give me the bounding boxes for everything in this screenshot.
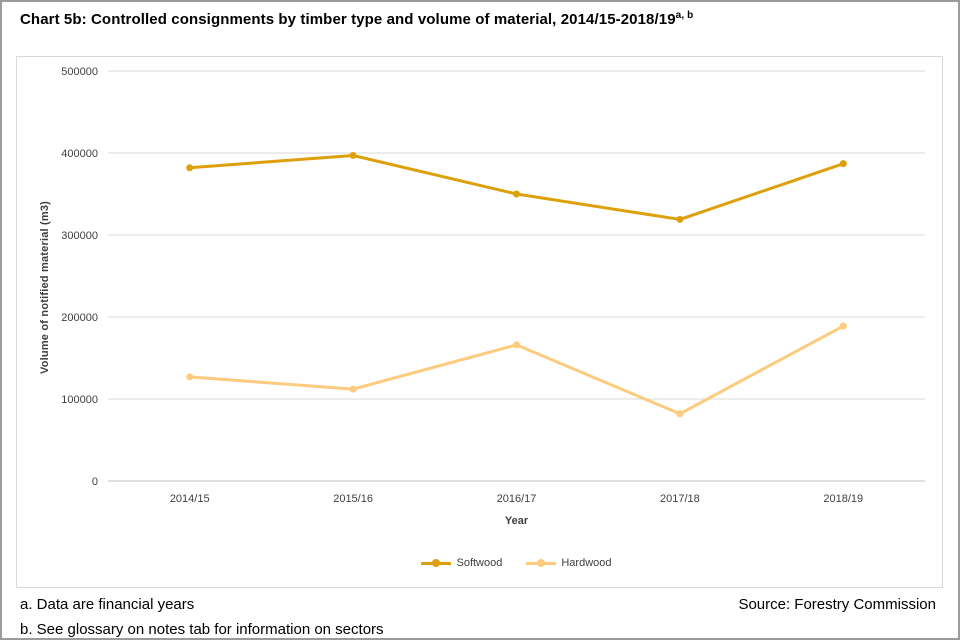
page-title: Chart 5b: Controlled consignments by tim… bbox=[20, 10, 693, 28]
footnote-a: a. Data are financial years bbox=[20, 596, 195, 613]
data-point-softwood bbox=[513, 190, 520, 198]
chart-panel: 0 100000 200000 300000 400000 500000 2014/15 20… bbox=[16, 56, 943, 588]
footnote-b: b. See glossary on notes tab for informa… bbox=[20, 621, 384, 638]
x-tick-label: 2016/17 bbox=[497, 493, 537, 505]
data-point-softwood bbox=[839, 160, 847, 168]
legend-label: Softwood bbox=[456, 557, 503, 569]
data-point-hardwood bbox=[349, 385, 357, 393]
legend-marker-softwood bbox=[421, 558, 452, 568]
y-tick-label: 200000 bbox=[61, 312, 98, 324]
page-title-text: Chart 5b: Controlled consignments by tim… bbox=[20, 11, 676, 28]
data-point-softwood bbox=[676, 215, 684, 223]
y-tick-label: 400000 bbox=[61, 148, 98, 160]
data-point-softwood bbox=[186, 164, 194, 172]
data-point-hardwood bbox=[676, 410, 684, 418]
x-tick-label: 2018/19 bbox=[823, 493, 863, 505]
legend-item-hardwood: Hardwood bbox=[526, 557, 612, 569]
series-line-hardwood bbox=[188, 324, 845, 416]
source-text: Source: Forestry Commission bbox=[738, 596, 936, 613]
legend-marker-hardwood bbox=[526, 558, 557, 568]
x-tick-label: 2017/18 bbox=[660, 493, 700, 505]
y-tick-label: 100000 bbox=[61, 394, 98, 406]
page-title-superscript: a, b bbox=[675, 10, 694, 21]
data-point-hardwood bbox=[839, 322, 847, 330]
y-tick-label: 0 bbox=[92, 476, 98, 488]
legend-label: Hardwood bbox=[561, 557, 612, 569]
y-tick-label: 300000 bbox=[61, 230, 98, 242]
data-point-hardwood bbox=[186, 373, 194, 381]
legend-item-softwood: Softwood bbox=[421, 557, 502, 569]
data-point-softwood bbox=[349, 151, 357, 159]
x-tick-label: 2014/15 bbox=[170, 493, 210, 505]
line-chart: 0 100000 200000 300000 400000 500000 2014/15 20… bbox=[61, 66, 925, 505]
x-tick-label: 2015/16 bbox=[333, 493, 373, 505]
data-point-hardwood bbox=[513, 341, 520, 349]
y-tick-label: 500000 bbox=[61, 66, 98, 78]
y-axis-title: Volume of notified material (m3) bbox=[39, 200, 51, 374]
x-axis-title: Year bbox=[504, 515, 529, 527]
series-line-softwood bbox=[188, 153, 845, 221]
chart-legend: Softwood Hardwood bbox=[108, 557, 925, 569]
